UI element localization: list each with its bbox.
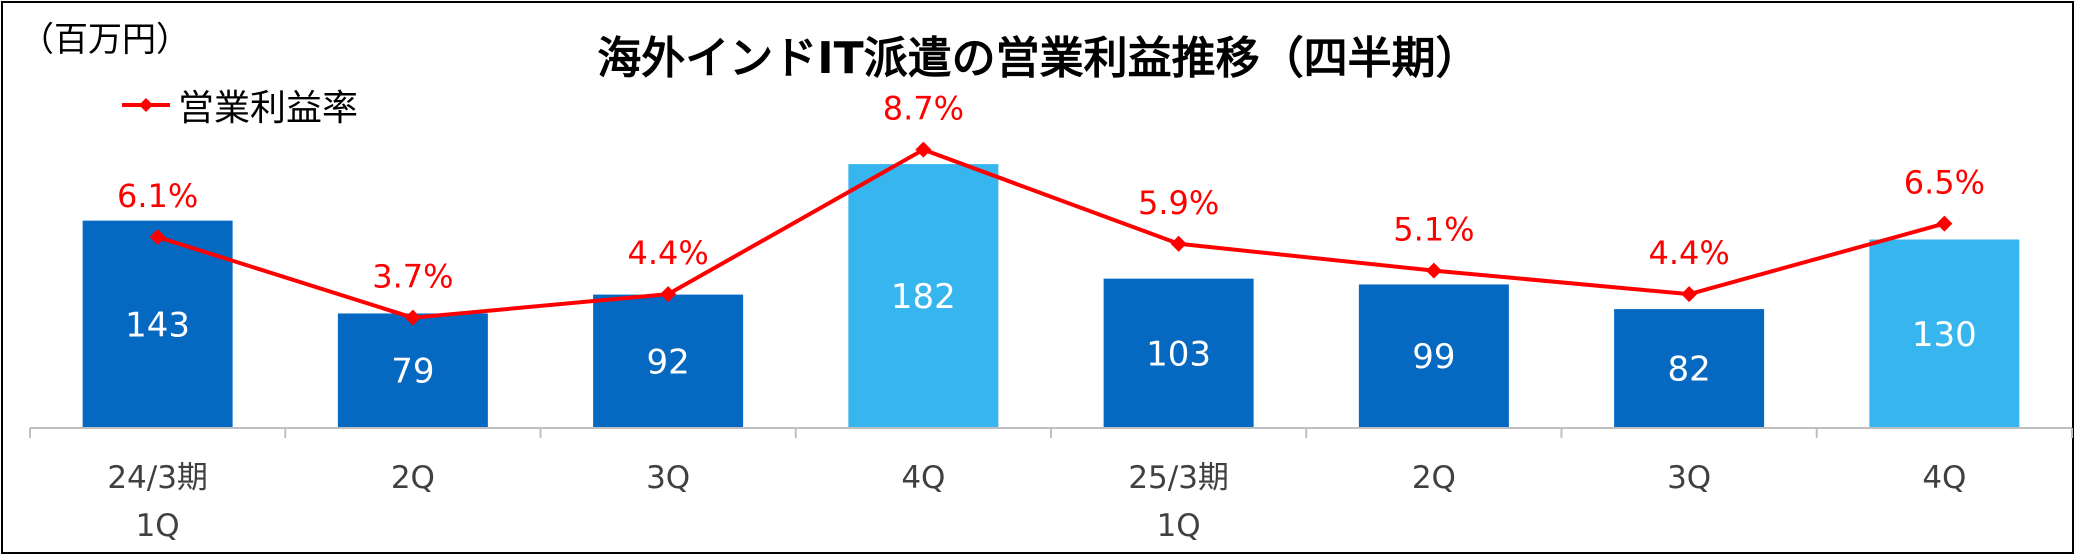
category-label-2-1: 2Q [391,460,435,496]
margin-point-3 [660,286,677,303]
margin-label-2: 3.7% [372,258,453,296]
chart-title: 海外インドIT派遣の営業利益推移（四半期） [597,33,1480,84]
margin-point-5 [1170,235,1187,252]
category-label-3-1: 3Q [646,460,690,496]
margin-label-8: 6.5% [1904,164,1985,202]
margin-point-2 [404,309,421,326]
margin-label-1: 6.1% [117,177,198,215]
bar-value-label-5: 103 [1146,334,1211,374]
legend: 営業利益率 [120,85,358,129]
margin-label-4: 8.7% [883,90,964,128]
category-label-5-2: 1Q [1157,508,1201,544]
category-label-8-1: 4Q [1922,460,1966,496]
category-label-4-1: 4Q [901,460,945,496]
bar-value-label-1: 143 [125,305,190,345]
category-label-5-1: 25/3期 [1128,460,1229,496]
margin-label-3: 4.4% [627,234,708,272]
margin-point-1 [149,229,166,246]
legend-label: 営業利益率 [178,88,359,129]
margin-point-6 [1425,262,1442,279]
margin-label-6: 5.1% [1393,211,1474,249]
legend-line-marker-icon [122,98,170,112]
bar-1 [82,220,233,428]
margin-line [157,147,1945,320]
bar-value-label-2: 79 [391,352,434,392]
margin-point-7 [1681,286,1698,303]
bar-value-label-4: 182 [891,277,956,317]
bar-4 [848,164,999,428]
bar-7 [1614,309,1765,428]
bar-value-label-6: 99 [1412,337,1455,377]
bar-value-label-3: 92 [646,342,689,382]
bar-8 [1869,239,2020,428]
category-label-1-2: 1Q [136,508,180,544]
category-label-1-1: 24/3期 [107,460,208,496]
margin-point-8 [1936,215,1953,232]
category-label-7-1: 3Q [1667,460,1711,496]
margin-label-7: 4.4% [1648,234,1729,272]
margin-label-5: 5.9% [1138,184,1219,222]
bar-value-label-8: 130 [1912,315,1977,355]
unit-label: （百万円） [20,20,190,60]
bar-value-label-7: 82 [1667,350,1710,390]
bar-6 [1358,284,1509,428]
bar-2 [337,313,488,428]
margin-point-4 [915,141,932,158]
bar-3 [593,294,744,428]
category-label-6-1: 2Q [1412,460,1456,496]
bar-5 [1103,278,1254,428]
